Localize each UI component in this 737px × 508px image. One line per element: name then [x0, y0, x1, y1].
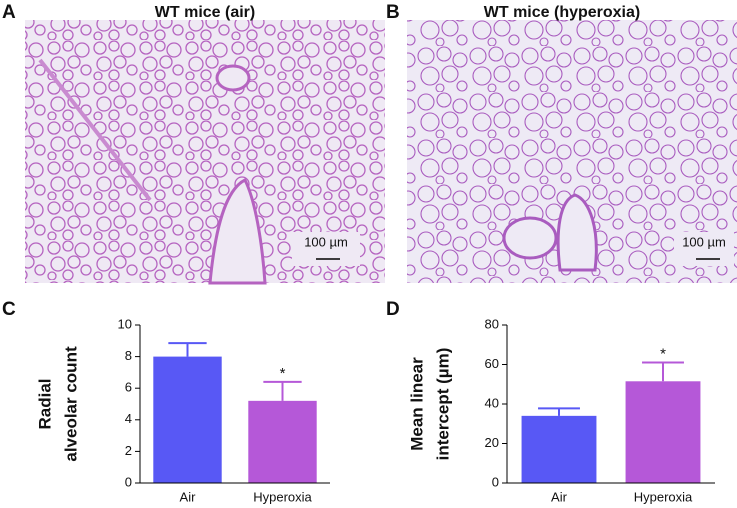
bar	[521, 415, 597, 483]
bar	[625, 381, 701, 483]
error-bar	[642, 361, 684, 382]
y-tick-label: 2	[125, 443, 132, 458]
panel-label: B	[386, 2, 400, 23]
panel-label: C	[2, 299, 16, 320]
scale-bar-label: 100 µm	[682, 234, 726, 249]
x-tick-label: Hyperoxia	[253, 489, 312, 504]
axes	[506, 325, 715, 484]
y-tick-label: 20	[485, 435, 499, 450]
y-axis-label: intercept (µm)	[433, 348, 452, 461]
y-tick-label: 0	[492, 474, 499, 489]
image-title: WT mice (air)	[155, 4, 255, 21]
x-tick-label: Air	[180, 489, 197, 504]
annotation: *	[280, 365, 286, 382]
image-title: WT mice (hyperoxia)	[484, 4, 640, 21]
scale-bar-label: 100 µm	[304, 234, 348, 249]
panel-label: D	[386, 299, 400, 320]
x-tick-label: Hyperoxia	[634, 489, 693, 504]
bar	[153, 356, 222, 483]
y-axis-label: alveolar count	[61, 346, 80, 462]
y-tick-label: 10	[118, 316, 132, 331]
axes	[139, 325, 330, 484]
panel-label: A	[2, 2, 16, 23]
y-tick-label: 80	[485, 316, 499, 331]
error-bar	[263, 380, 302, 401]
bar	[248, 400, 317, 483]
y-tick-label: 6	[125, 380, 132, 395]
y-axis-label: Radial	[35, 378, 54, 429]
y-tick-label: 8	[125, 348, 132, 363]
micrograph-a	[25, 20, 385, 285]
y-axis-label: Mean linear	[407, 357, 426, 451]
y-tick-label: 60	[485, 356, 499, 371]
x-tick-label: Air	[551, 489, 568, 504]
y-tick-label: 40	[485, 395, 499, 410]
micrograph-b	[407, 20, 737, 283]
error-bar	[168, 342, 207, 357]
y-tick-label: 0	[125, 474, 132, 489]
annotation: *	[660, 345, 666, 362]
error-bar	[538, 407, 580, 416]
y-tick-label: 4	[125, 411, 132, 426]
